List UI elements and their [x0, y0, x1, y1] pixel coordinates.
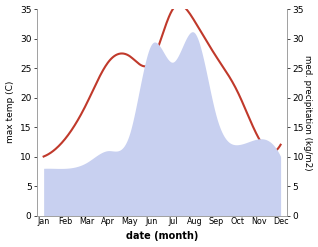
X-axis label: date (month): date (month) [126, 231, 198, 242]
Y-axis label: med. precipitation (kg/m2): med. precipitation (kg/m2) [303, 55, 313, 170]
Y-axis label: max temp (C): max temp (C) [5, 81, 15, 144]
